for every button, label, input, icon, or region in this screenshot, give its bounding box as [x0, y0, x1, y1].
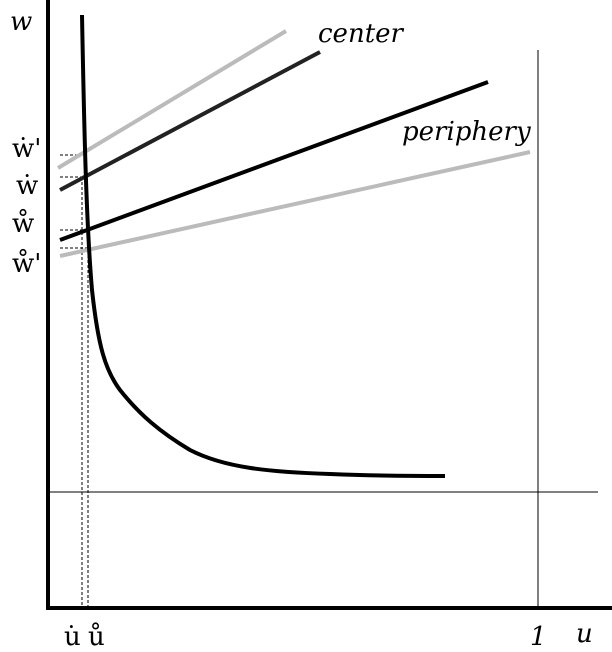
center-label: center [318, 19, 405, 49]
guides [60, 154, 89, 610]
center-line-light [56, 29, 288, 170]
y-axis-label: w [10, 7, 32, 37]
y-marker: ẘ' [12, 249, 41, 279]
x-one-label: 1 [530, 622, 547, 652]
x-marker: u̇ [64, 622, 81, 652]
y-marker: ẇ [16, 171, 38, 201]
x-marker: ů [88, 622, 105, 652]
center-line-dark [59, 50, 321, 192]
periphery-line-dark [59, 80, 489, 242]
x-axis-label: u [576, 619, 593, 649]
periphery-line-light [59, 150, 531, 258]
y-marker: ẇ' [12, 134, 41, 164]
y-marker: ẘ [12, 209, 34, 239]
curve [80, 14, 446, 478]
periphery-label: periphery [402, 117, 531, 147]
